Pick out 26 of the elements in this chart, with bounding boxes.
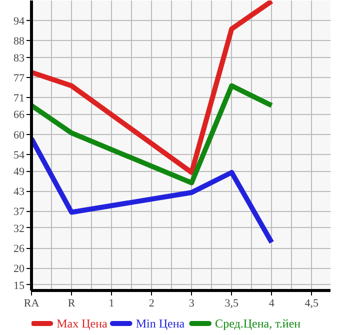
y-tick-label: 66 [14,109,25,122]
x-tick-label: RA [24,298,40,310]
legend-label: Min Цена [136,316,186,330]
y-tick-label: 32 [14,222,24,235]
y-tick-label: 26 [14,243,25,256]
x-tick-label: 4 [268,298,275,310]
legend-label: Сред.Цена, т.йен [215,316,302,330]
y-tick-label: 77 [14,72,25,84]
y-tick-label: 43 [14,186,25,198]
legend-label: Max Цена [56,316,108,330]
x-tick-label: 3,5 [224,298,240,310]
x-tick-label: 3 [188,298,195,310]
x-tick-label: 2 [148,298,154,310]
y-tick-label: 71 [14,92,24,104]
y-tick-label: 15 [14,280,25,292]
x-tick-label: R [68,298,76,310]
y-tick-label: 88 [14,36,25,48]
y-tick-label: 37 [14,206,25,218]
y-tick-label: 94 [14,16,25,28]
y-tick-label: 49 [14,166,25,178]
y-tick-label: 54 [14,149,25,162]
y-tick-label: 20 [14,263,25,276]
y-tick-label: 60 [14,129,25,142]
x-tick-label: 1 [108,298,114,310]
y-tick-label: 83 [14,52,25,64]
x-tick-label: 4,5 [304,298,320,310]
